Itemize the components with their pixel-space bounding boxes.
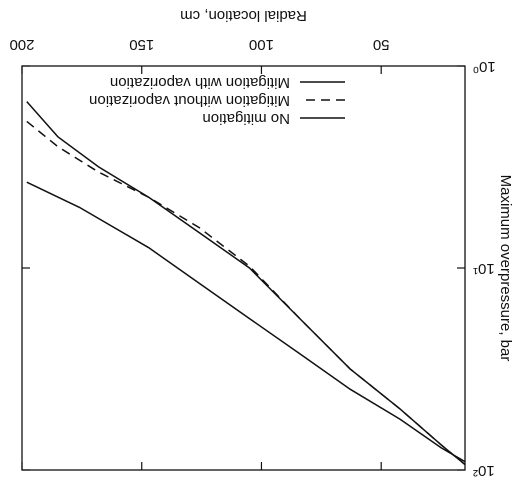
plot-area: 50 100 150 200 10⁰ 10¹ 10² Radial location, cm M… xyxy=(9,7,514,478)
x-tick-label: 100 xyxy=(249,36,274,53)
series-line xyxy=(26,181,466,463)
x-tick-label: 50 xyxy=(373,36,390,53)
legend-label: No mitigation xyxy=(202,110,290,127)
x-axis-label: Radial location, cm xyxy=(180,7,307,24)
legend-label: Mitigation without vaporization xyxy=(89,92,290,109)
y-tick-label: 10² xyxy=(473,462,495,478)
y-axis-label: Maximum overpressure, bar xyxy=(497,175,514,362)
legend-label: Mitigation with vaporization xyxy=(110,74,290,91)
y-tick-label: 10¹ xyxy=(473,260,495,277)
y-tick-label: 10⁰ xyxy=(473,58,496,75)
series-line xyxy=(26,120,466,466)
x-tick-label: 200 xyxy=(9,36,34,53)
x-tick-label: 150 xyxy=(129,36,154,53)
series-line xyxy=(26,101,466,466)
